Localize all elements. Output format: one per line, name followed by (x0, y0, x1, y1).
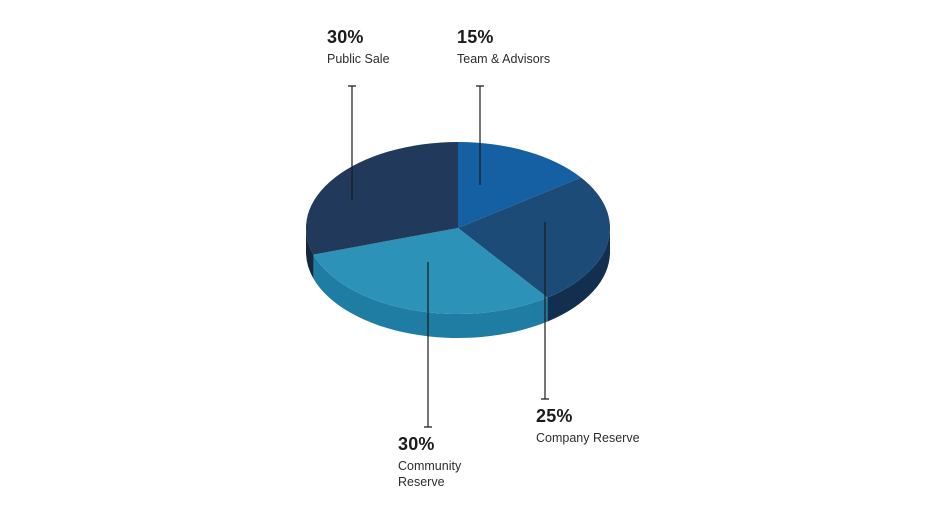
label-public-sale: 30% Public Sale (327, 27, 390, 67)
pct-team-advisors: 15% (457, 27, 494, 47)
leader-line-community-reserve (424, 262, 432, 428)
pct-public-sale: 30% (327, 27, 364, 47)
label-community-reserve: 30% Community Reserve (398, 434, 472, 491)
leader-line-public-sale (348, 85, 356, 200)
pie-slice-public-sale (306, 141, 458, 255)
category-company-reserve: Company Reserve (536, 430, 640, 445)
pct-community-reserve: 30% (398, 434, 435, 454)
pie-slice-side-community-reserve (313, 254, 548, 339)
pie-slice-company-reserve (458, 177, 610, 298)
pie-slice-community-reserve (313, 228, 548, 314)
label-company-reserve: 25% Company Reserve (536, 406, 640, 446)
pie-slice-side-company-reserve (547, 228, 610, 322)
category-community-reserve: Community Reserve (398, 458, 462, 490)
pie-slice-team-advisors (458, 142, 581, 228)
leader-line-team-advisors (476, 85, 484, 185)
label-team-advisors: 15% Team & Advisors (457, 27, 550, 67)
pie-slice-side-public-sale (306, 228, 314, 279)
pct-company-reserve: 25% (536, 406, 573, 426)
leader-line-company-reserve (541, 222, 549, 400)
category-team-advisors: Team & Advisors (457, 51, 551, 66)
category-public-sale: Public Sale (327, 51, 390, 66)
